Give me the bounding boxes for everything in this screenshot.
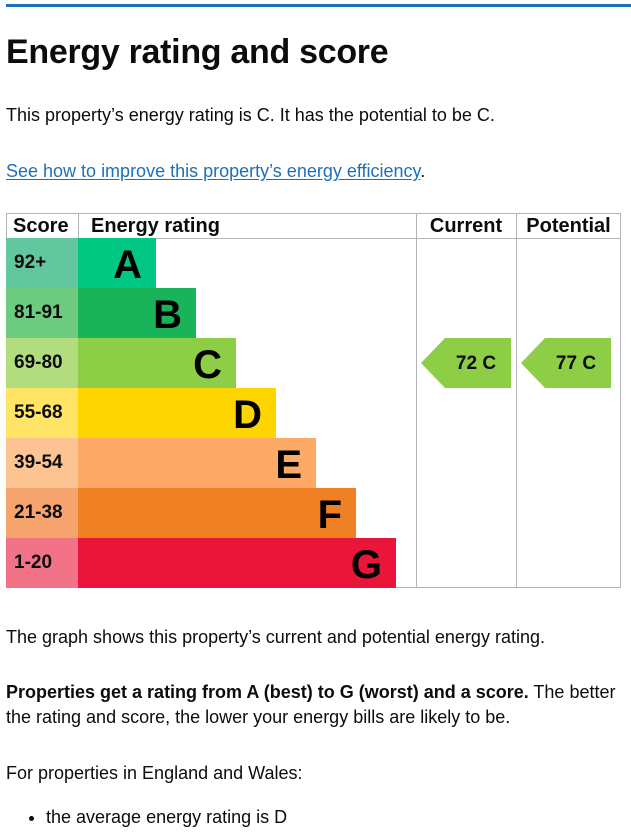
current-rating-label: 72 C [456, 353, 496, 374]
header-energy-rating: Energy rating [91, 215, 220, 237]
score-label-c: 69-80 [14, 352, 63, 373]
rating-bar-d [78, 388, 276, 438]
rating-explanation-rest: The better the rating and score, the low… [6, 682, 616, 727]
potential-rating-label: 77 C [556, 353, 596, 374]
rating-letter-g: G [351, 543, 382, 587]
score-cell-a [6, 238, 78, 288]
score-cell-e [6, 438, 78, 488]
region-note: For properties in England and Wales: [6, 763, 303, 783]
rating-letter-c: C [193, 343, 222, 387]
rating-explanation: Properties get a rating from A (best) to… [6, 680, 626, 730]
score-label-b: 81-91 [14, 302, 63, 323]
score-cell-b [6, 288, 78, 338]
score-cell-d [6, 388, 78, 438]
header-potential: Potential [526, 215, 610, 237]
page-title: Energy rating and score [6, 33, 389, 71]
improve-efficiency-link[interactable]: See how to improve this property’s energ… [6, 161, 421, 181]
rating-bar-f [78, 488, 356, 538]
rating-bar-g [78, 538, 396, 588]
energy-rating-graph: Score Energy rating Current Potential 92+ A 81… [6, 213, 621, 588]
score-cell-c [6, 338, 78, 388]
top-rule [6, 4, 631, 7]
rating-bar-b [78, 288, 196, 338]
score-label-f: 21-38 [14, 502, 63, 523]
rating-bar-e [78, 438, 316, 488]
rating-bar-c [78, 338, 236, 388]
list-item: the average energy rating is D [46, 805, 287, 830]
improve-link-paragraph: See how to improve this property’s energ… [6, 159, 425, 184]
score-label-d: 55-68 [14, 402, 63, 423]
header-current: Current [430, 215, 503, 237]
score-label-e: 39-54 [14, 452, 63, 473]
rating-letter-a: A [113, 243, 142, 287]
rating-letter-b: B [153, 293, 182, 337]
current-arrow [421, 338, 511, 388]
potential-arrow [521, 338, 611, 388]
link-suffix: . [420, 161, 426, 181]
score-cell-g [6, 538, 78, 588]
region-facts-list: the average energy rating is D [6, 805, 287, 830]
rating-summary: This property’s energy rating is C. It h… [6, 105, 495, 125]
rating-explanation-bold: Properties get a rating from A (best) to… [6, 682, 529, 702]
score-label-a: 92+ [14, 252, 46, 273]
score-cell-f [6, 488, 78, 538]
score-label-g: 1-20 [14, 552, 52, 573]
rating-letter-f: F [318, 493, 342, 537]
graph-note: The graph shows this property’s current … [6, 627, 545, 647]
rating-bar-a [78, 238, 156, 288]
rating-letter-d: D [233, 393, 262, 437]
rating-letter-e: E [275, 443, 302, 487]
header-score: Score [13, 215, 69, 237]
